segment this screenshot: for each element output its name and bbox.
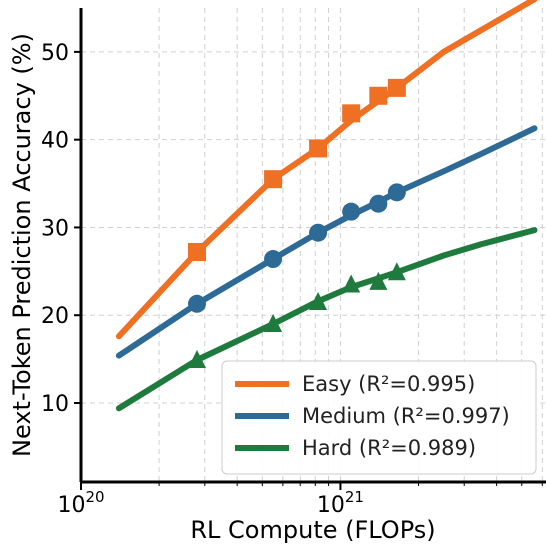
- series-fit-line: [115, 227, 538, 412]
- x-tick-label: 1020: [57, 488, 104, 518]
- legend: Easy (R²=0.995) Medium (R²=0.997) Hard (R²…: [221, 360, 537, 475]
- x-tick-label: 1021: [317, 488, 364, 518]
- data-point-circle: [188, 294, 207, 313]
- series-fit-line: [115, 0, 538, 340]
- y-tick-label: 30: [41, 216, 69, 241]
- data-point-triangle: [309, 292, 328, 311]
- data-point-square: [342, 104, 361, 123]
- x-tick-base: 10: [57, 493, 85, 518]
- legend-label: Hard (R²=0.989): [302, 436, 476, 460]
- x-tick-exponent: 21: [345, 488, 364, 506]
- series: [115, 125, 538, 359]
- y-tick-label: 50: [41, 41, 69, 66]
- data-point-triangle: [264, 314, 283, 332]
- data-point-square: [387, 78, 406, 97]
- legend-label: Easy (R²=0.995): [302, 372, 475, 396]
- data-point-square: [264, 170, 283, 189]
- series-fit-line: [115, 125, 538, 359]
- y-tick-label: 40: [41, 129, 69, 154]
- data-point-circle: [387, 183, 406, 202]
- data-point-circle: [369, 194, 388, 213]
- series: [115, 0, 538, 340]
- x-axis-title: RL Compute (FLOPs): [190, 516, 435, 544]
- data-point-circle: [309, 223, 328, 242]
- data-point-square: [188, 243, 207, 262]
- legend-label: Medium (R²=0.997): [302, 404, 510, 428]
- y-tick-label: 10: [41, 392, 69, 417]
- data-point-circle: [342, 202, 361, 221]
- data-point-triangle: [387, 262, 406, 281]
- data-point-circle: [264, 250, 283, 269]
- y-axis-title: Next-Token Prediction Accuracy (%): [8, 33, 36, 457]
- series: [115, 227, 538, 412]
- x-tick-exponent: 20: [85, 488, 104, 506]
- x-ticks: 1020 1021: [57, 482, 543, 518]
- legend-frame: [221, 360, 537, 475]
- data-point-square: [309, 139, 328, 158]
- y-tick-label: 20: [41, 304, 69, 329]
- data-point-triangle: [342, 274, 361, 293]
- data-point-square: [369, 86, 388, 105]
- data-point-triangle: [369, 271, 388, 290]
- x-tick-base: 10: [317, 493, 345, 518]
- plot-series: [115, 0, 538, 412]
- data-point-triangle: [188, 349, 207, 368]
- y-ticks: 10 20 30 40 50: [41, 41, 81, 417]
